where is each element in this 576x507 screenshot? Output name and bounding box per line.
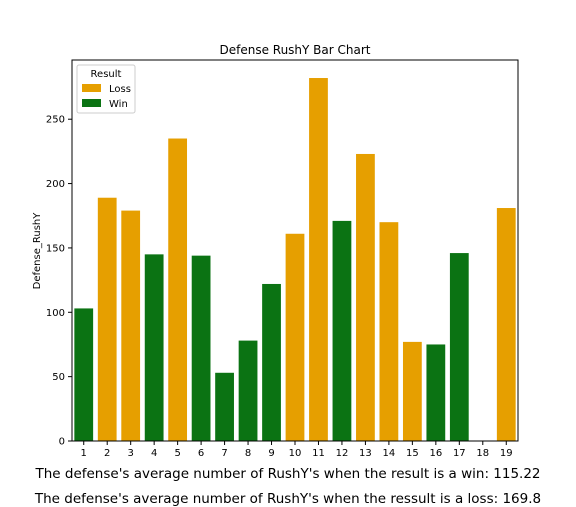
x-tick-label-16: 16 (429, 448, 442, 459)
y-tick-label-100: 100 (46, 308, 65, 319)
legend-title: Result (91, 69, 122, 80)
x-tick-label-6: 6 (198, 448, 204, 459)
x-tick-label-13: 13 (359, 448, 372, 459)
bar-4 (145, 254, 164, 441)
bar-8 (239, 341, 258, 441)
y-tick-label-150: 150 (46, 243, 65, 254)
x-tick-label-15: 15 (406, 448, 419, 459)
bar-16 (426, 344, 445, 441)
bar-12 (333, 221, 352, 441)
x-tick-label-2: 2 (104, 448, 110, 459)
legend-swatch-loss (82, 84, 101, 92)
x-tick-label-5: 5 (174, 448, 180, 459)
legend-swatch-win (82, 99, 101, 107)
legend-label-win: Win (109, 99, 128, 110)
x-tick-label-3: 3 (127, 448, 133, 459)
bar-10 (286, 234, 305, 441)
y-tick-label-250: 250 (46, 115, 65, 126)
bar-11 (309, 78, 328, 441)
bar-1 (74, 308, 93, 441)
y-tick-label-50: 50 (52, 372, 65, 383)
bars-group (74, 78, 515, 441)
bar-7 (215, 373, 234, 441)
bar-6 (192, 256, 211, 441)
bar-15 (403, 342, 422, 441)
loss-average-caption: The defense's average number of RushY's … (0, 491, 576, 507)
x-axis-ticks: 1 2 3 4 5 6 7 8 9 10 11 12 13 14 15 16 17 18 19 (81, 441, 513, 459)
y-tick-label-200: 200 (46, 179, 65, 190)
x-tick-label-14: 14 (383, 448, 396, 459)
chart-title: Defense RushY Bar Chart (219, 43, 370, 57)
bar-5 (168, 139, 187, 441)
bar-9 (262, 284, 281, 441)
bar-3 (121, 211, 140, 441)
x-tick-label-19: 19 (500, 448, 513, 459)
x-tick-label-4: 4 (151, 448, 157, 459)
x-tick-label-12: 12 (336, 448, 349, 459)
legend-label-loss: Loss (109, 84, 131, 95)
y-axis-label: Defense_RushY (32, 212, 43, 290)
x-tick-label-9: 9 (268, 448, 274, 459)
x-tick-label-18: 18 (476, 448, 489, 459)
y-axis-ticks: 0 50 100 150 200 250 (46, 115, 72, 448)
x-tick-label-17: 17 (453, 448, 466, 459)
x-tick-label-1: 1 (81, 448, 87, 459)
win-average-caption: The defense's average number of RushY's … (0, 466, 576, 482)
x-tick-label-8: 8 (245, 448, 251, 459)
bar-2 (98, 198, 117, 441)
bar-14 (380, 222, 399, 441)
x-tick-label-10: 10 (289, 448, 302, 459)
bar-19 (497, 208, 516, 441)
bar-13 (356, 154, 375, 441)
bar-17 (450, 253, 469, 441)
legend: Result Loss Win (77, 65, 135, 113)
x-tick-label-7: 7 (221, 448, 227, 459)
x-tick-label-11: 11 (312, 448, 325, 459)
y-tick-label-0: 0 (59, 437, 65, 448)
